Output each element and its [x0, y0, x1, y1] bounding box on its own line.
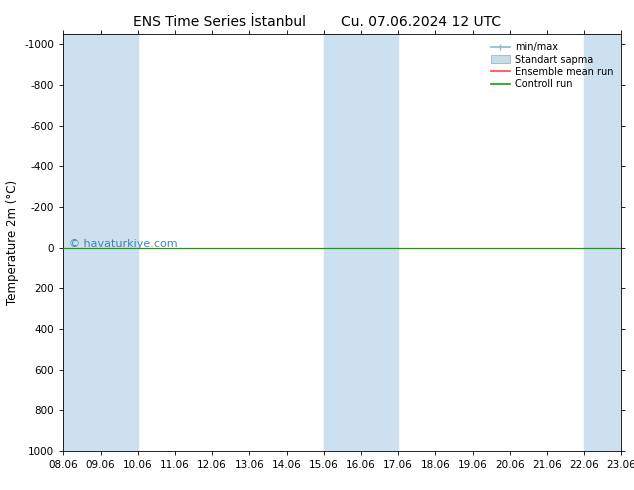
Bar: [63, 34, 101, 451]
Text: ENS Time Series İstanbul        Cu. 07.06.2024 12 UTC: ENS Time Series İstanbul Cu. 07.06.2024 …: [133, 15, 501, 29]
Bar: [324, 34, 361, 451]
Bar: [361, 34, 398, 451]
Y-axis label: Temperature 2m (°C): Temperature 2m (°C): [6, 180, 19, 305]
Bar: [101, 34, 138, 451]
Text: © havaturkiye.com: © havaturkiye.com: [69, 239, 178, 249]
Legend: min/max, Standart sapma, Ensemble mean run, Controll run: min/max, Standart sapma, Ensemble mean r…: [488, 39, 616, 92]
Bar: [584, 34, 621, 451]
